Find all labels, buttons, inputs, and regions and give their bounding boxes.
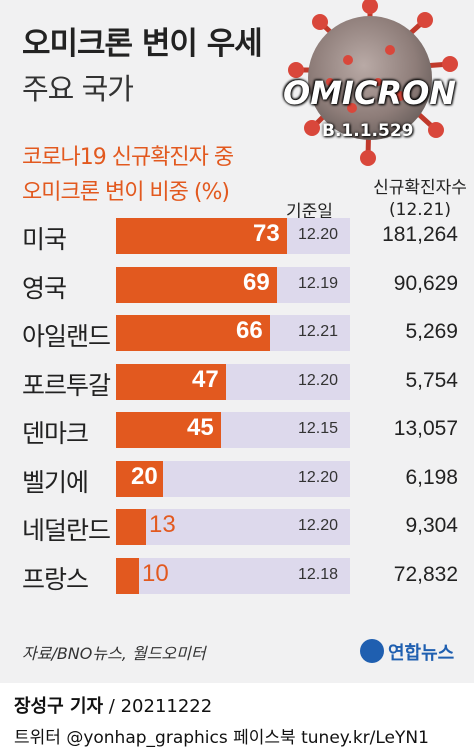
- reference-date: 12.15: [298, 420, 339, 437]
- bar: [116, 557, 139, 594]
- reference-date: 12.21: [298, 323, 339, 340]
- reference-date: 12.20: [298, 226, 339, 243]
- bar-row: 덴마크 45 12.15 13,057: [0, 412, 474, 448]
- bar-track: [116, 557, 350, 594]
- omicron-badge-word: OMICRON: [283, 74, 457, 112]
- chart-heading-line1: 코로나19 신규확진자 중: [22, 145, 234, 170]
- bar-value-label: 13: [149, 511, 176, 538]
- variant-code: B.1.1.529: [322, 121, 414, 141]
- cases-header-line1: 신규확진자수: [373, 178, 467, 198]
- bar-value-label: 45: [187, 414, 214, 441]
- bar-value-label: 47: [192, 365, 219, 393]
- bar-value-label: 66: [236, 317, 263, 344]
- reporter-line: 장성구 기자 / 20211222: [14, 692, 212, 718]
- yonhap-logo-text: 연합뉴스: [388, 643, 455, 664]
- bar-row: 미국 73 12.20 181,264: [0, 218, 474, 254]
- yonhap-logo-icon: [360, 639, 384, 663]
- coronavirus-illustration: [288, 0, 458, 166]
- reference-date: 12.20: [298, 517, 339, 534]
- new-cases-value: 9,304: [405, 514, 458, 537]
- bar-value-label: 10: [142, 559, 169, 587]
- reference-date: 12.19: [298, 274, 339, 292]
- bar-row: 벨기에 20 12.20 6,198: [0, 460, 474, 497]
- bar: [116, 509, 146, 545]
- country-label: 미국: [22, 225, 67, 254]
- reference-date: 12.20: [298, 371, 339, 389]
- social-links: 트위터 @yonhap_graphics 페이스북 tuney.kr/LeYN1: [14, 728, 429, 748]
- cases-column-header: 신규확진자수 (12.21): [368, 177, 472, 221]
- country-label: 네덜란드: [22, 516, 111, 545]
- bar-chart: 미국 73 12.20 181,264 영국 69 12.19 90,629 아일랜드 66 12.…: [0, 218, 474, 618]
- country-label: 덴마크: [22, 419, 89, 448]
- bar: [116, 266, 277, 303]
- reporter-date: / 20211222: [103, 696, 213, 717]
- bar-row: 프랑스 10 12.18 72,832: [0, 557, 474, 594]
- bar: [116, 412, 221, 448]
- country-label: 영국: [22, 273, 67, 303]
- new-cases-value: 6,198: [405, 465, 458, 489]
- chart-heading: 코로나19 신규확진자 중 오미크론 변이 비중 (%): [22, 140, 234, 210]
- bar-row: 아일랜드 66 12.21 5,269: [0, 315, 474, 351]
- page-title: 오미크론 변이 우세: [22, 26, 263, 62]
- country-label: 아일랜드: [22, 322, 111, 351]
- cases-header-line2: (12.21): [389, 200, 451, 220]
- infographic-card: OMICRON B.1.1.529 오미크론 변이 우세 주요 국가 코로나19…: [0, 0, 474, 683]
- reference-date: 12.20: [298, 468, 339, 486]
- bar-value-label: 73: [253, 220, 280, 247]
- new-cases-value: 90,629: [393, 271, 458, 295]
- reporter-name: 장성구 기자: [14, 696, 104, 717]
- new-cases-value: 13,057: [393, 417, 458, 440]
- country-label: 프랑스: [22, 564, 89, 594]
- bar: [116, 315, 270, 351]
- chart-heading-line2: 오미크론 변이 비중 (%): [22, 180, 230, 205]
- bar-value-label: 69: [243, 268, 270, 296]
- new-cases-value: 5,754: [405, 368, 458, 392]
- new-cases-value: 5,269: [405, 320, 458, 343]
- source-note: 자료/BNO뉴스, 월드오미터: [22, 644, 206, 663]
- bar-value-label: 20: [131, 462, 158, 490]
- bar-track: [116, 509, 350, 545]
- bar: [116, 460, 163, 497]
- reference-date: 12.18: [298, 565, 339, 583]
- date-column-header: 기준일: [286, 202, 333, 222]
- country-label: 포르투갈: [22, 370, 111, 400]
- bar-row: 포르투갈 47 12.20 5,754: [0, 363, 474, 400]
- country-label: 벨기에: [22, 467, 89, 497]
- bar-row: 네덜란드 13 12.20 9,304: [0, 509, 474, 545]
- bar: [116, 218, 287, 254]
- bar-row: 영국 69 12.19 90,629: [0, 266, 474, 303]
- new-cases-value: 181,264: [382, 223, 458, 246]
- bar: [116, 363, 226, 400]
- new-cases-value: 72,832: [393, 562, 458, 586]
- page-subtitle: 주요 국가: [22, 72, 134, 106]
